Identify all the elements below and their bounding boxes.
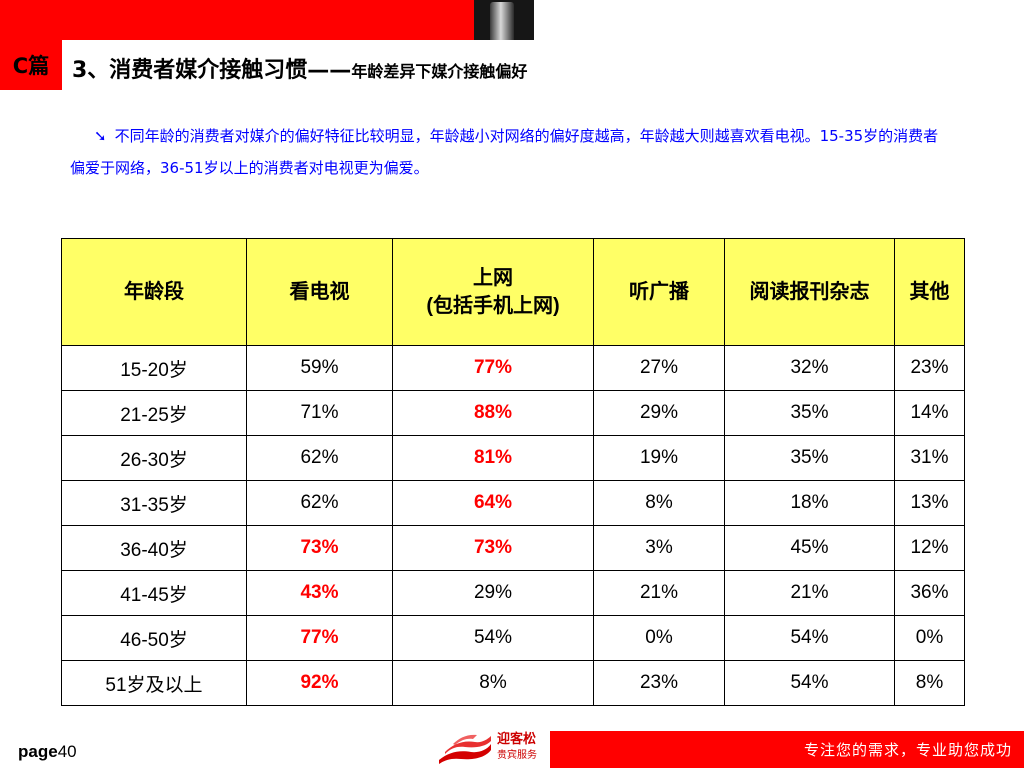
table-cell-age: 51岁及以上 [61, 660, 247, 706]
table-cell-tv: 62% [246, 480, 393, 526]
table-cell-tv: 62% [246, 435, 393, 481]
table-cell-internet: 8% [392, 660, 594, 706]
slogan-text: 专注您的需求，专业助您成功 [803, 741, 1012, 759]
arrow-bullet-icon: ➘ [94, 127, 107, 145]
table-cell-radio: 27% [593, 345, 725, 391]
column-header: 听广播 [593, 238, 725, 346]
table-cell-other: 23% [894, 345, 965, 391]
table-row: 36-40岁 73% 73% 3% 45% 12% [61, 525, 965, 571]
table-cell-internet: 64% [392, 480, 594, 526]
table-cell-tv: 77% [246, 615, 393, 661]
table-cell-print: 54% [724, 660, 895, 706]
table-cell-radio: 29% [593, 390, 725, 436]
company-logo: 迎客松 贵宾服务 [437, 729, 547, 767]
logo-subtitle: 贵宾服务 [497, 750, 537, 761]
table-cell-internet: 73% [392, 525, 594, 571]
table-cell-tv: 92% [246, 660, 393, 706]
top-red-bar [0, 0, 474, 40]
column-header: 年龄段 [61, 238, 247, 346]
page-title: 3、消费者媒介接触习惯——年龄差异下媒介接触偏好 [72, 52, 527, 84]
table-cell-tv: 43% [246, 570, 393, 616]
table-cell-age: 26-30岁 [61, 435, 247, 481]
table-cell-internet: 88% [392, 390, 594, 436]
table-cell-print: 21% [724, 570, 895, 616]
table-row: 15-20岁 59% 77% 27% 32% 23% [61, 345, 965, 391]
table-cell-radio: 19% [593, 435, 725, 481]
table-cell-tv: 73% [246, 525, 393, 571]
footer-slogan-bar: 专注您的需求，专业助您成功 [550, 731, 1024, 768]
logo-name: 迎客松 [497, 732, 537, 747]
table-cell-other: 0% [894, 615, 965, 661]
table-row: 46-50岁 77% 54% 0% 54% 0% [61, 615, 965, 661]
table-row: 41-45岁 43% 29% 21% 21% 36% [61, 570, 965, 616]
table-cell-internet: 81% [392, 435, 594, 481]
title-sub: 年龄差异下媒介接触偏好 [351, 62, 528, 81]
table-row: 31-35岁 62% 64% 8% 18% 13% [61, 480, 965, 526]
table-cell-other: 13% [894, 480, 965, 526]
phone-image [474, 0, 534, 40]
table-cell-tv: 59% [246, 345, 393, 391]
table-cell-radio: 21% [593, 570, 725, 616]
section-badge: C篇 [0, 40, 62, 90]
table-cell-radio: 8% [593, 480, 725, 526]
table-cell-print: 35% [724, 435, 895, 481]
table-cell-internet: 77% [392, 345, 594, 391]
table-cell-other: 12% [894, 525, 965, 571]
pine-logo-icon [439, 734, 491, 764]
table-cell-age: 21-25岁 [61, 390, 247, 436]
table-cell-tv: 71% [246, 390, 393, 436]
table-cell-other: 31% [894, 435, 965, 481]
table-cell-print: 35% [724, 390, 895, 436]
title-main: 3、消费者媒介接触习惯—— [72, 58, 352, 83]
table-cell-age: 31-35岁 [61, 480, 247, 526]
intro-paragraph: ➘ 不同年龄的消费者对媒介的偏好特征比较明显，年龄越小对网络的偏好度越高，年龄越大… [70, 120, 950, 184]
media-preference-table: 年龄段 看电视 上网 (包括手机上网) 听广播 阅读报刊杂志 其他 15-20岁… [61, 238, 965, 706]
table-cell-internet: 29% [392, 570, 594, 616]
column-header: 看电视 [246, 238, 393, 346]
column-header: 其他 [894, 238, 965, 346]
table-cell-print: 45% [724, 525, 895, 571]
table-cell-age: 15-20岁 [61, 345, 247, 391]
intro-text: 不同年龄的消费者对媒介的偏好特征比较明显，年龄越小对网络的偏好度越高，年龄越大则… [70, 127, 939, 177]
table-cell-other: 36% [894, 570, 965, 616]
page-number: page40 [18, 742, 77, 761]
table-cell-internet: 54% [392, 615, 594, 661]
column-header: 上网 (包括手机上网) [392, 238, 594, 346]
table-cell-other: 14% [894, 390, 965, 436]
table-cell-radio: 3% [593, 525, 725, 571]
table-header-row: 年龄段 看电视 上网 (包括手机上网) 听广播 阅读报刊杂志 其他 [61, 238, 965, 346]
table-cell-print: 54% [724, 615, 895, 661]
table-cell-radio: 0% [593, 615, 725, 661]
table-row: 51岁及以上 92% 8% 23% 54% 8% [61, 660, 965, 706]
table-cell-age: 36-40岁 [61, 525, 247, 571]
table-cell-age: 46-50岁 [61, 615, 247, 661]
table-cell-age: 41-45岁 [61, 570, 247, 616]
table-cell-radio: 23% [593, 660, 725, 706]
table-cell-print: 32% [724, 345, 895, 391]
column-header: 阅读报刊杂志 [724, 238, 895, 346]
table-cell-print: 18% [724, 480, 895, 526]
table-cell-other: 8% [894, 660, 965, 706]
table-row: 26-30岁 62% 81% 19% 35% 31% [61, 435, 965, 481]
table-row: 21-25岁 71% 88% 29% 35% 14% [61, 390, 965, 436]
